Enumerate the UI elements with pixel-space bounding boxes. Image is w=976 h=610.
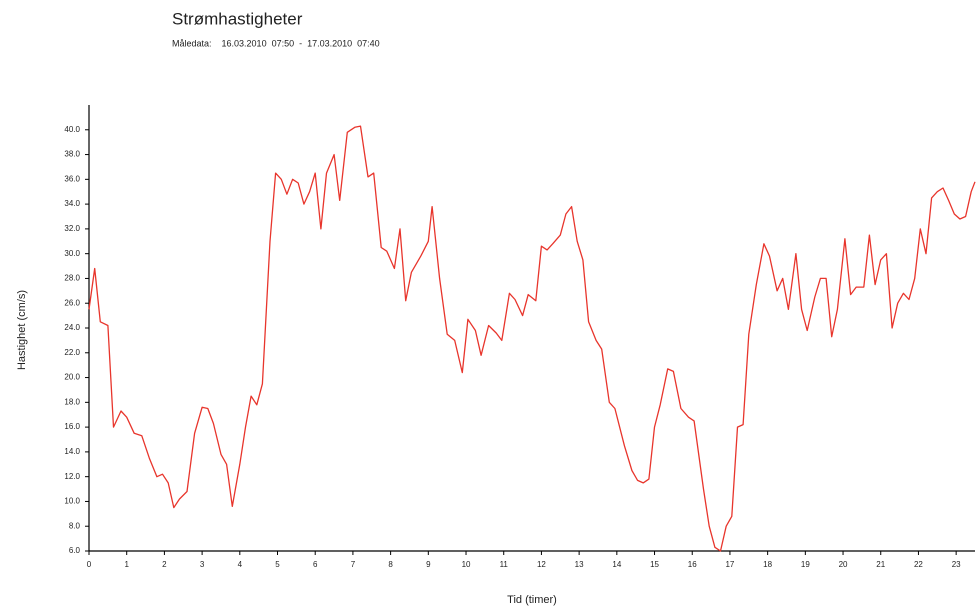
x-tick-label: 8 — [388, 560, 393, 569]
y-tick-label: 34.0 — [64, 199, 80, 208]
y-tick-label: 6.0 — [69, 546, 81, 555]
x-tick-label: 17 — [725, 560, 734, 569]
y-tick-label: 8.0 — [69, 521, 81, 530]
x-tick-label: 5 — [275, 560, 280, 569]
x-tick-label: 7 — [351, 560, 356, 569]
x-tick-label: 11 — [500, 560, 509, 569]
y-tick-label: 22.0 — [64, 348, 80, 357]
x-tick-label: 15 — [650, 560, 659, 569]
y-tick-label: 14.0 — [64, 447, 80, 456]
x-axis-label: Tid (timer) — [507, 594, 557, 606]
y-tick-label: 16.0 — [64, 422, 80, 431]
x-tick-label: 10 — [462, 560, 471, 569]
x-tick-label: 9 — [426, 560, 431, 569]
x-tick-label: 2 — [162, 560, 167, 569]
y-tick-label: 36.0 — [64, 174, 80, 183]
x-tick-label: 22 — [914, 560, 923, 569]
x-tick-label: 3 — [200, 560, 205, 569]
x-tick-label: 13 — [575, 560, 584, 569]
chart-title: Strømhastigheter — [172, 9, 303, 28]
y-tick-label: 18.0 — [64, 397, 80, 406]
y-tick-label: 10.0 — [64, 497, 80, 506]
y-tick-label: 28.0 — [64, 274, 80, 283]
x-tick-label: 0 — [87, 560, 92, 569]
x-tick-label: 23 — [952, 560, 961, 569]
y-tick-label: 32.0 — [64, 224, 80, 233]
y-tick-label: 12.0 — [64, 472, 80, 481]
x-tick-label: 19 — [801, 560, 810, 569]
x-tick-label: 21 — [876, 560, 885, 569]
x-tick-label: 14 — [612, 560, 621, 569]
x-tick-label: 6 — [313, 560, 318, 569]
chart-subtitle: Måledata: 16.03.2010 07:50 - 17.03.2010 … — [172, 38, 380, 48]
x-tick-label: 16 — [688, 560, 697, 569]
y-axis-label: Hastighet (cm/s) — [16, 290, 28, 370]
x-tick-label: 4 — [238, 560, 243, 569]
x-tick-label: 1 — [124, 560, 129, 569]
y-tick-label: 38.0 — [64, 150, 80, 159]
data-line — [88, 125, 976, 552]
x-tick-label: 20 — [839, 560, 848, 569]
y-tick-label: 30.0 — [64, 249, 80, 258]
y-tick-label: 40.0 — [64, 125, 80, 134]
y-tick-label: 24.0 — [64, 323, 80, 332]
x-tick-label: 18 — [763, 560, 772, 569]
y-tick-label: 26.0 — [64, 298, 80, 307]
y-tick-label: 20.0 — [64, 373, 80, 382]
x-tick-label: 12 — [537, 560, 546, 569]
